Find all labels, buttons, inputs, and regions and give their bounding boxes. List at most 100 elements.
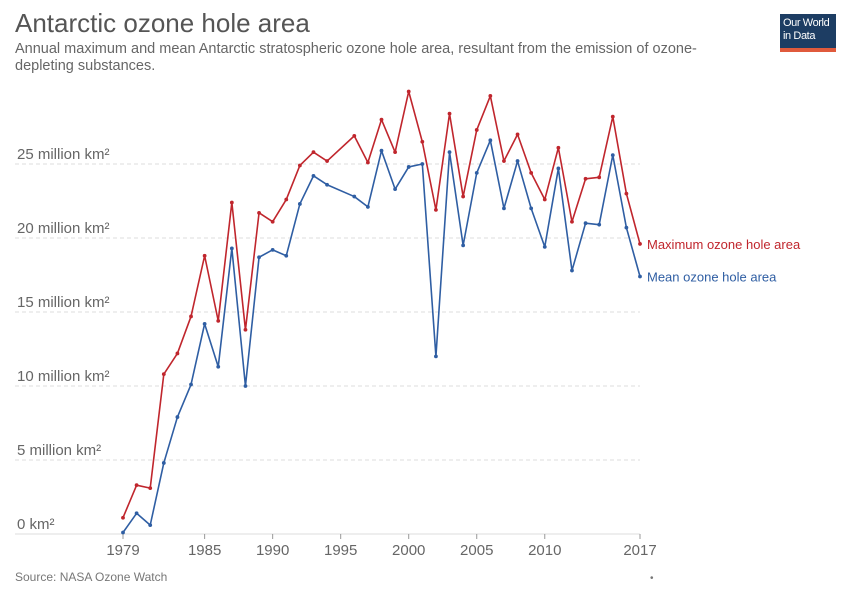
data-point [189, 382, 193, 387]
data-point [270, 219, 275, 224]
data-point [488, 94, 493, 98]
data-point [297, 163, 302, 168]
data-point [638, 242, 642, 246]
series-label: Mean ozone hole area [647, 269, 777, 284]
data-point [270, 247, 275, 252]
data-point [542, 244, 547, 249]
data-point [556, 145, 561, 150]
data-point [229, 246, 234, 251]
data-point [189, 314, 193, 319]
chart-subtitle: Annual maximum and mean Antarctic strato… [15, 41, 697, 74]
data-point [474, 128, 479, 132]
data-point [515, 132, 520, 137]
data-point [243, 384, 248, 388]
logo-line-1: Our World [783, 17, 830, 29]
data-point [121, 530, 125, 535]
data-point [406, 89, 411, 94]
x-tick-label: 1985 [188, 542, 221, 559]
data-point [434, 207, 438, 212]
data-point [379, 117, 384, 122]
data-point [148, 486, 153, 491]
data-point [229, 200, 234, 205]
footer-dot: • [650, 573, 654, 584]
x-tick-label: 2017 [623, 542, 656, 559]
data-point [597, 222, 602, 227]
logo-line-2: in Data [783, 30, 816, 42]
data-point [447, 150, 452, 155]
data-point [175, 351, 180, 356]
y-tick-label: 5 million km² [17, 442, 101, 459]
data-point [583, 221, 588, 226]
data-point [474, 170, 479, 175]
data-point [216, 318, 221, 323]
y-tick-label: 25 million km² [17, 146, 110, 163]
data-point [257, 210, 261, 215]
data-point [325, 182, 329, 187]
data-point [420, 162, 425, 166]
data-point [610, 114, 615, 119]
data-point [556, 166, 561, 171]
data-point [284, 253, 289, 258]
data-point [311, 150, 316, 155]
data-point [284, 197, 289, 202]
data-point [515, 159, 520, 163]
chart-title: Antarctic ozone hole area [15, 8, 310, 38]
x-tick-label: 1995 [324, 542, 357, 559]
data-point [243, 327, 248, 332]
data-point [420, 139, 425, 144]
x-axis-labels: 1979 1985 1990 1995 2000 2005 2010 2017 [106, 534, 657, 559]
data-point [502, 206, 506, 211]
data-point [352, 133, 357, 138]
data-point [365, 160, 370, 165]
data-point [297, 202, 302, 206]
x-tick-label: 2000 [392, 542, 425, 559]
series-line [122, 90, 641, 519]
data-point [406, 165, 411, 169]
data-point [161, 461, 166, 465]
y-tick-label: 10 million km² [17, 368, 110, 385]
data-point [393, 150, 398, 155]
series-label: Maximum ozone hole area [647, 237, 801, 252]
data-point [311, 173, 316, 178]
data-point [583, 176, 588, 181]
data-point [134, 483, 139, 488]
data-point [161, 372, 166, 377]
data-point [624, 191, 629, 196]
grid-lines [15, 163, 640, 535]
x-tick-label: 1990 [256, 542, 289, 559]
data-point [461, 194, 466, 199]
data-point [624, 225, 629, 230]
data-point [257, 255, 261, 260]
data-point [434, 354, 438, 359]
data-point [529, 206, 534, 211]
data-point [352, 194, 357, 199]
data-point [597, 175, 602, 180]
data-point [542, 197, 547, 202]
data-point [216, 364, 221, 369]
x-tick-label: 2010 [528, 542, 561, 559]
data-point [202, 321, 207, 326]
data-point [148, 523, 153, 528]
data-point [447, 111, 452, 116]
y-tick-label: 0 km² [17, 516, 55, 533]
data-point [638, 274, 642, 279]
data-point [202, 253, 207, 258]
data-point [175, 415, 180, 419]
series-labels: Maximum ozone hole area Mean ozone hole a… [647, 237, 801, 285]
data-point [325, 159, 329, 163]
data-point [365, 205, 370, 209]
x-tick-label: 1979 [106, 542, 139, 559]
data-point [502, 159, 506, 163]
owid-logo[interactable]: Our World in Data [780, 14, 836, 52]
data-point [379, 148, 384, 153]
data-point [610, 153, 615, 158]
source-note: Source: NASA Ozone Watch [15, 570, 168, 584]
y-axis-labels: 0 km² 5 million km² 10 million km² 15 milli… [17, 146, 110, 533]
y-tick-label: 15 million km² [17, 294, 110, 311]
x-tick-label: 2005 [460, 542, 493, 559]
data-point [570, 268, 574, 273]
data-point [529, 170, 534, 175]
data-point [121, 515, 125, 520]
data-point [393, 187, 398, 192]
series-line [122, 139, 641, 533]
